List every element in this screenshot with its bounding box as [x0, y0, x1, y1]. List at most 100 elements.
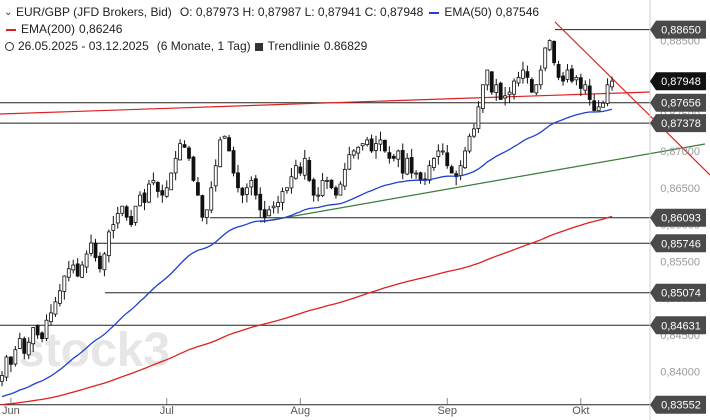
candle-body [605, 84, 610, 104]
legend-range-row[interactable]: 26.05.2025 - 03.12.2025 (6 Monate, 1 Tag… [4, 38, 539, 55]
candle-body [485, 69, 490, 86]
candle-body [0, 375, 4, 382]
candle-body [302, 157, 307, 176]
candle-body [467, 135, 472, 152]
candle-body [213, 165, 218, 187]
candle-body [472, 128, 476, 137]
label-box [650, 316, 706, 335]
candle-body [293, 165, 298, 179]
candle-body [80, 264, 85, 278]
candle-body [285, 187, 289, 191]
chevron-down-icon[interactable]: ⌄ [4, 7, 13, 18]
x-tick-label: Sep [437, 405, 457, 417]
label-text: 0,85074 [661, 288, 701, 300]
candle-body [547, 40, 552, 51]
candle-body [49, 312, 53, 323]
candle-body [155, 182, 160, 192]
ema50-swatch-icon [429, 11, 440, 14]
candle-body [253, 178, 258, 196]
candle-body [222, 135, 227, 139]
candle-body [178, 143, 183, 161]
candle-body [356, 146, 361, 154]
candle-body [396, 150, 401, 160]
candle-body [231, 150, 236, 174]
candle-body [338, 183, 343, 196]
candle-body [592, 100, 597, 111]
candle-body [320, 180, 325, 196]
candle-body [596, 106, 601, 112]
candle-body [133, 205, 138, 223]
candle-body [449, 166, 454, 174]
ohlc-text: O: 0,87973 H: 0,87987 L: 0,87941 C: 0,87… [179, 5, 424, 19]
candle-body [583, 84, 588, 91]
candle-body [374, 143, 378, 151]
candle-body [360, 143, 365, 147]
ema50-line [1, 108, 613, 398]
candle-body [463, 150, 467, 169]
candle-body [258, 193, 263, 211]
level-price-label: 0,87656 [650, 93, 706, 112]
ema200-swatch-icon [6, 28, 16, 31]
label-text: 0,84631 [661, 320, 701, 332]
candle-body [75, 263, 80, 277]
candle-body [334, 187, 338, 196]
candle-body [329, 179, 334, 189]
candle-body [587, 85, 592, 100]
horizontal-levels[interactable] [0, 29, 650, 406]
moving-averages [1, 108, 613, 406]
candle-body [400, 150, 405, 174]
candle-body [431, 157, 436, 168]
symbol-text: EUR/GBP (JFD Brokers, Bid) [16, 5, 172, 19]
x-axis: JunJulAugSepOktNovDez [2, 398, 589, 417]
candle-body [311, 179, 316, 196]
label-box [650, 395, 706, 414]
level-price-label: 0,86093 [650, 208, 706, 227]
candle-body [391, 155, 396, 159]
label-box [650, 93, 706, 112]
downtrend-line [554, 21, 710, 176]
ema50-label: EMA(50) [444, 5, 492, 19]
candle-body [289, 176, 294, 189]
candle-body [347, 154, 352, 170]
candle-body [427, 165, 432, 181]
label-text: 0,85746 [661, 238, 701, 250]
x-tick-label: Jul [160, 405, 174, 417]
candle-body [115, 213, 120, 224]
legend-ema200-row[interactable]: EMA(200) 0,86246 [4, 21, 539, 38]
candle-body [244, 187, 249, 195]
candle-body [44, 319, 49, 339]
label-text: 0,87656 [661, 98, 701, 110]
label-text: 0,86093 [661, 213, 701, 225]
clock-icon [5, 42, 14, 51]
candle-body [610, 80, 614, 88]
legend-symbol-row[interactable]: ⌄ EUR/GBP (JFD Brokers, Bid) O: 0,87973 … [4, 4, 539, 21]
chart-legend: ⌄ EUR/GBP (JFD Brokers, Bid) O: 0,87973 … [4, 4, 539, 55]
candle-body [538, 69, 543, 86]
candle-body [409, 157, 414, 174]
y-tick-label: 0,85500 [660, 256, 700, 268]
candle-body [98, 255, 102, 270]
candle-body [173, 157, 178, 174]
candle-body [9, 356, 13, 365]
y-tick-label: 0,84000 [660, 367, 700, 379]
candle-body [209, 187, 214, 211]
trendlines[interactable] [0, 21, 710, 223]
candle-body [503, 95, 508, 99]
candle-body [93, 242, 98, 259]
candle-body [164, 187, 169, 197]
candle-body [480, 84, 485, 110]
range-text: 26.05.2025 - 03.12.2025 [18, 39, 149, 53]
candle-body [66, 268, 71, 278]
candle-body [325, 180, 329, 182]
level-price-label: 0,85074 [650, 283, 706, 302]
candle-body [236, 172, 240, 189]
candle-body [129, 215, 134, 225]
candle-body [316, 194, 321, 197]
candle-body [106, 231, 111, 257]
candle-body [4, 356, 9, 378]
candle-body [521, 69, 525, 79]
candlesticks [0, 39, 614, 387]
candle-body [138, 194, 142, 207]
level-price-label: 0,87378 [650, 114, 706, 133]
